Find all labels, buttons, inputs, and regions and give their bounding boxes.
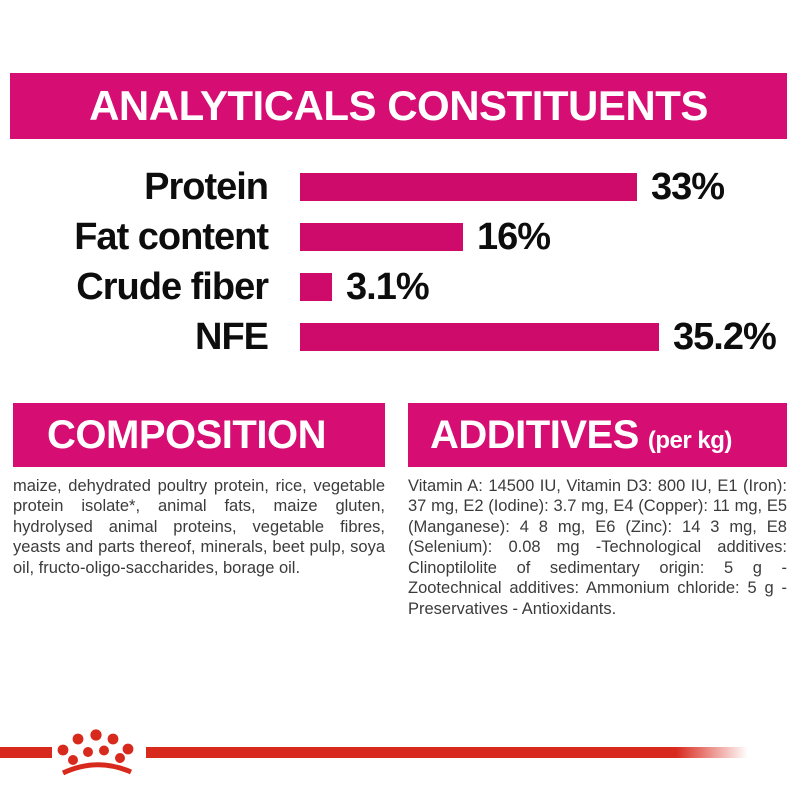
bar xyxy=(300,173,637,201)
additives-unit: (per kg) xyxy=(647,427,733,454)
bar-area: 35.2% xyxy=(300,315,777,359)
analyticals-header-band: ANALYTICALS CONSTITUENTS xyxy=(10,73,787,139)
bar-area: 33% xyxy=(300,165,725,209)
footer-rule-right xyxy=(146,747,748,758)
chart-row: NFE 35.2% xyxy=(0,312,800,362)
footer-rule-left xyxy=(0,747,52,758)
bar xyxy=(300,323,659,351)
bar-area: 16% xyxy=(300,215,551,259)
bar-value: 3.1% xyxy=(346,265,430,308)
composition-header-band: COMPOSITION xyxy=(13,403,385,467)
composition-title: COMPOSITION xyxy=(47,412,326,457)
bar-label: Crude fiber xyxy=(76,265,269,308)
chart-row: Protein 33% xyxy=(0,162,800,212)
bar-label: Fat content xyxy=(74,215,269,258)
bar-label: Protein xyxy=(144,165,269,208)
analyticals-header-title: ANALYTICALS CONSTITUENTS xyxy=(89,82,708,129)
additives-title-row: ADDITIVES (per kg) xyxy=(430,403,732,467)
royal-canin-crown-icon xyxy=(57,729,134,776)
bar xyxy=(300,273,332,301)
bar-area: 3.1% xyxy=(300,265,430,309)
bar-chart: Protein 33% Fat content 16% Crude fiber … xyxy=(0,162,800,362)
bar-value: 16% xyxy=(477,215,551,258)
composition-body: maize, dehydrated poultry protein, rice,… xyxy=(13,477,385,577)
bar xyxy=(300,223,463,251)
bar-label: NFE xyxy=(195,315,269,358)
bar-value: 33% xyxy=(651,165,725,208)
additives-header-band: ADDITIVES (per kg) xyxy=(408,403,787,467)
chart-row: Crude fiber 3.1% xyxy=(0,262,800,312)
additives-title: ADDITIVES xyxy=(430,413,639,457)
additives-body: Vitamin A: 14500 IU, Vitamin D3: 800 IU,… xyxy=(408,477,787,618)
chart-row: Fat content 16% xyxy=(0,212,800,262)
bar-value: 35.2% xyxy=(673,315,777,358)
